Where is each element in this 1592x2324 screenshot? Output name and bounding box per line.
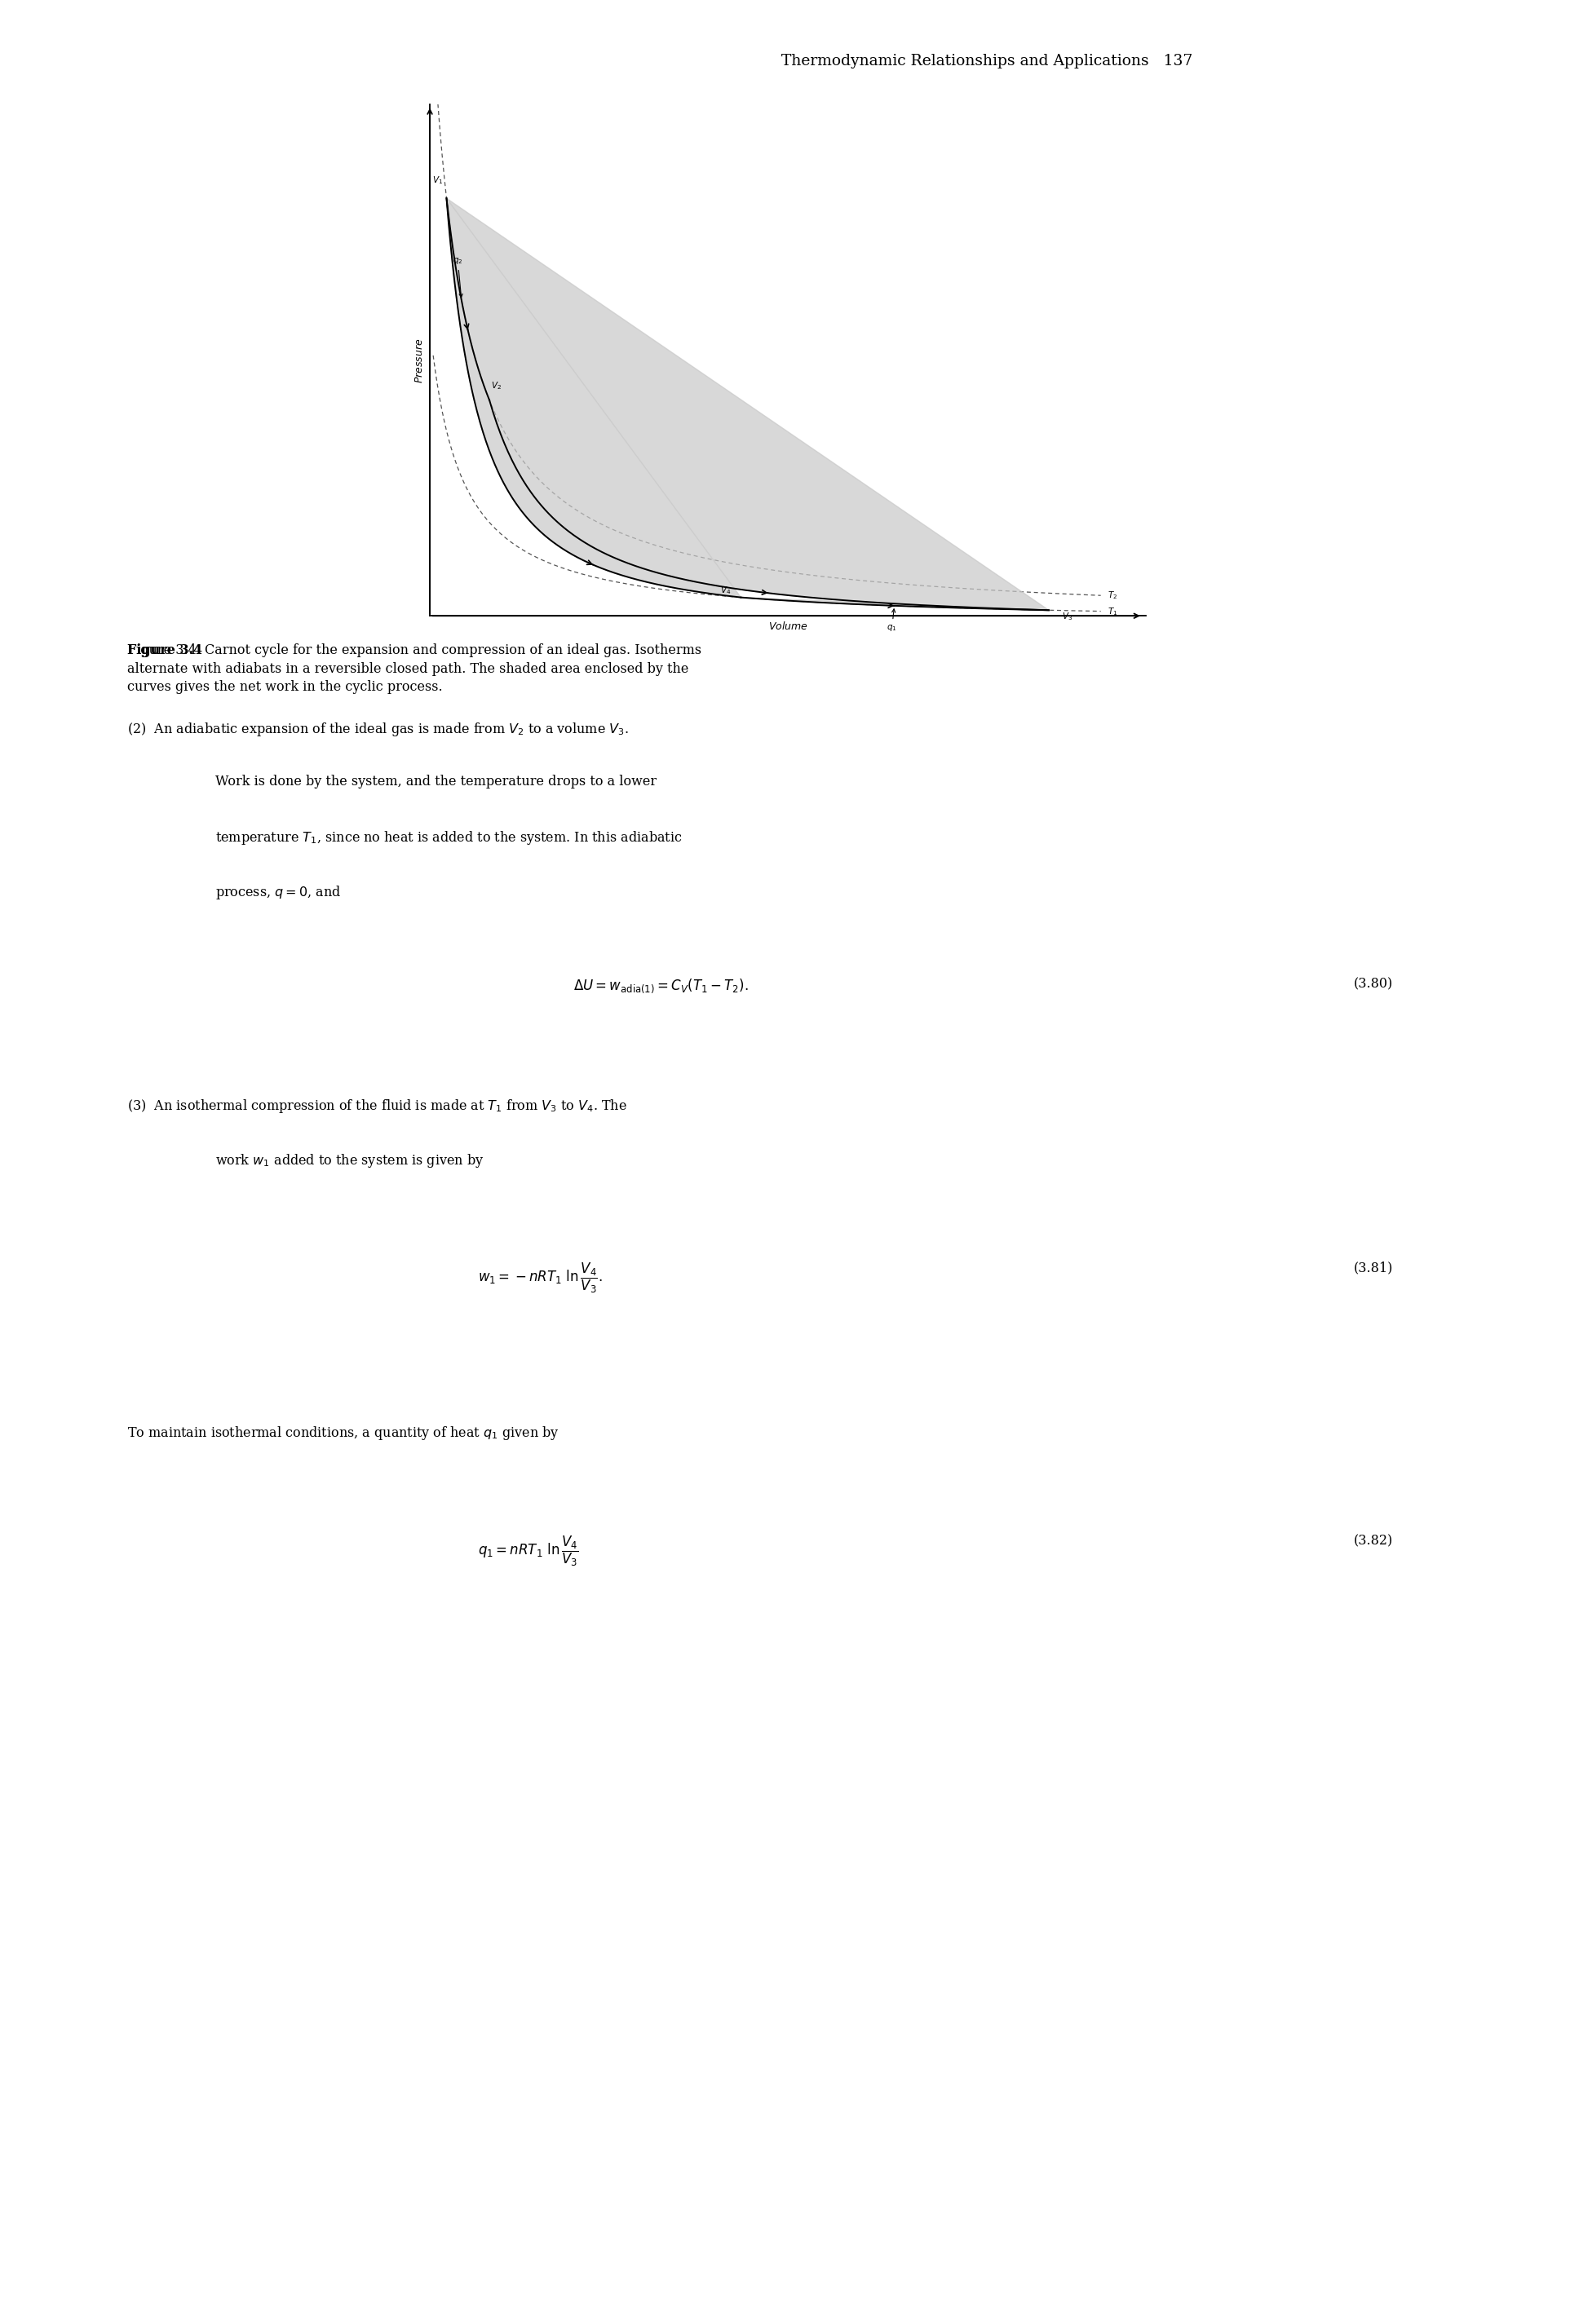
Text: Thermodynamic Relationships and Applications   137: Thermodynamic Relationships and Applicat… [782, 53, 1192, 67]
Text: To maintain isothermal conditions, a quantity of heat $q_1$ given by: To maintain isothermal conditions, a qua… [127, 1425, 559, 1443]
Text: $V_3$: $V_3$ [1062, 611, 1073, 623]
Text: Figure 3.4: Figure 3.4 [127, 644, 202, 658]
Text: (3)  An isothermal compression of the fluid is made at $T_1$ from $V_3$ to $V_4$: (3) An isothermal compression of the flu… [127, 1097, 627, 1116]
Text: $w_1 = -nRT_1\ \ln\dfrac{V_4}{V_3}.$: $w_1 = -nRT_1\ \ln\dfrac{V_4}{V_3}.$ [478, 1262, 602, 1294]
Text: $V_4$: $V_4$ [720, 586, 731, 597]
Text: (3.81): (3.81) [1353, 1262, 1393, 1276]
Text: Figure 3.4  Carnot cycle for the expansion and compression of an ideal gas. Isot: Figure 3.4 Carnot cycle for the expansio… [127, 644, 702, 695]
Y-axis label: $\mathit{Pressure}$: $\mathit{Pressure}$ [414, 337, 425, 383]
Text: (3.80): (3.80) [1353, 976, 1393, 990]
Text: work $w_1$ added to the system is given by: work $w_1$ added to the system is given … [215, 1153, 484, 1169]
Text: temperature $T_1$, since no heat is added to the system. In this adiabatic: temperature $T_1$, since no heat is adde… [215, 830, 681, 846]
Text: Work is done by the system, and the temperature drops to a lower: Work is done by the system, and the temp… [215, 776, 656, 788]
Text: $\Delta U = w_{\mathrm{adia(1)}} = C_V(T_1 - T_2).$: $\Delta U = w_{\mathrm{adia(1)}} = C_V(T… [573, 976, 748, 995]
Polygon shape [446, 198, 1049, 611]
X-axis label: $\mathit{Volume}$: $\mathit{Volume}$ [767, 621, 809, 632]
Text: $q_2$: $q_2$ [452, 256, 463, 297]
Text: (3.82): (3.82) [1353, 1534, 1393, 1548]
Text: $V_2$: $V_2$ [492, 379, 501, 390]
Text: $q_1 = nRT_1\ \ln\dfrac{V_4}{V_3}$: $q_1 = nRT_1\ \ln\dfrac{V_4}{V_3}$ [478, 1534, 578, 1569]
Text: $q_1$: $q_1$ [887, 609, 896, 632]
Text: $T_1$: $T_1$ [1108, 607, 1118, 616]
Text: $V_1$: $V_1$ [433, 174, 443, 186]
Text: process, $q = 0$, and: process, $q = 0$, and [215, 885, 341, 902]
Text: $T_2$: $T_2$ [1108, 590, 1118, 602]
Text: (2)  An adiabatic expansion of the ideal gas is made from $V_2$ to a volume $V_3: (2) An adiabatic expansion of the ideal … [127, 720, 629, 737]
